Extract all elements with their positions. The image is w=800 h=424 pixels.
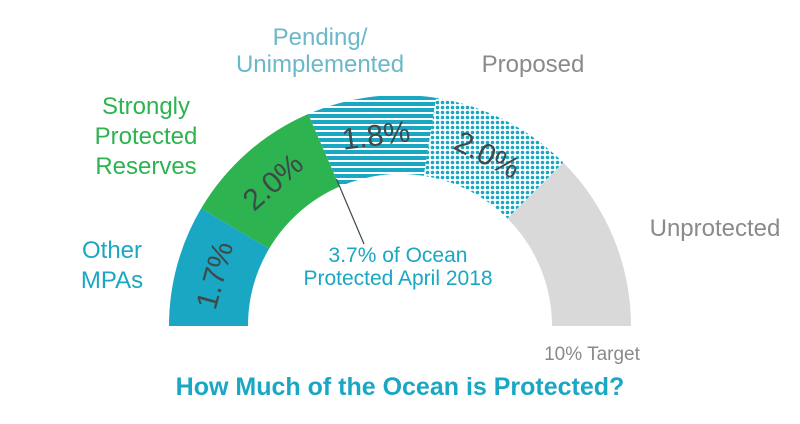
target-label: 10% Target [544, 344, 640, 365]
gauge-segment-1 [169, 208, 270, 326]
segment-name-2-line-3: Reserves [95, 153, 196, 180]
center-annotation-line-1: 3.7% of Ocean [329, 244, 468, 267]
segment-name-1-line-1: Other [82, 237, 142, 264]
segment-name-3-line-1: Pending/ [273, 24, 368, 51]
segment-name-3-line-2: Unimplemented [236, 51, 404, 78]
gauge-segment-5 [507, 162, 631, 326]
segment-name-5-line-1: Unprotected [650, 215, 781, 242]
gauge-segments [169, 94, 631, 326]
segment-name-2-line-2: Protected [95, 123, 198, 150]
center-annotation-line-2: Protected April 2018 [303, 267, 492, 290]
chart-title: How Much of the Ocean is Protected? [176, 373, 625, 401]
annotation-pointer-line [335, 178, 365, 245]
segment-name-2-line-1: Strongly [102, 93, 190, 120]
gauge-segment-4 [423, 97, 564, 219]
segment-name-4-line-1: Proposed [482, 51, 585, 78]
gauge-segment-2 [201, 114, 340, 249]
segment-name-1-line-2: MPAs [81, 267, 143, 294]
gauge-segment-names: Other MPAs Strongly Protected Reserves Pendin… [81, 24, 780, 294]
gauge-segment-3 [308, 94, 437, 187]
